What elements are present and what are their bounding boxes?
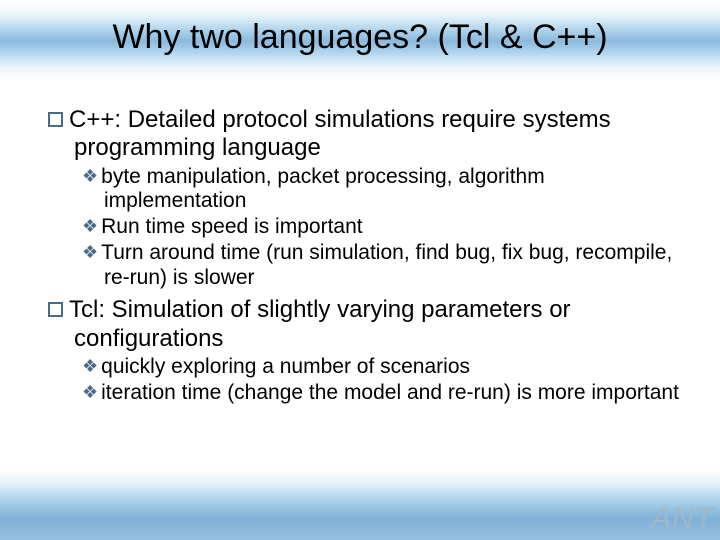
slide-body: C++: Detailed protocol simulations requi…: [48, 100, 680, 406]
bullet-text: quickly exploring a number of scenarios: [101, 355, 470, 378]
bullet-text: byte manipulation, packet processing, al…: [101, 165, 545, 213]
bullet-level1: Tcl: Simulation of slightly varying para…: [48, 296, 680, 353]
diamond-bullet-icon: ❖: [82, 166, 98, 186]
bullet-level2: ❖quickly exploring a number of scenarios: [82, 355, 680, 380]
diamond-bullet-icon: ❖: [82, 356, 98, 376]
slide-title: Why two languages? (Tcl & C++): [0, 18, 720, 57]
bullet-text: Run time speed is important: [101, 215, 362, 238]
bullet-text: Turn around time (run simulation, find b…: [101, 241, 672, 289]
bullet-level2: ❖Run time speed is important: [82, 215, 680, 240]
diamond-bullet-icon: ❖: [82, 382, 98, 402]
bullet-level1: C++: Detailed protocol simulations requi…: [48, 106, 680, 163]
bullet-level2: ❖iteration time (change the model and re…: [82, 381, 680, 406]
bullet-text: Tcl: Simulation of slightly varying para…: [69, 296, 571, 351]
diamond-bullet-icon: ❖: [82, 216, 98, 236]
diamond-bullet-icon: ❖: [82, 242, 98, 262]
footer-gradient-band: [0, 470, 720, 540]
bullet-text: C++: Detailed protocol simulations requi…: [69, 106, 611, 161]
logo-text: ANT: [651, 502, 714, 536]
bullet-level2: ❖Turn around time (run simulation, find …: [82, 241, 680, 291]
bullet-text: iteration time (change the model and re-…: [101, 381, 679, 404]
square-bullet-icon: [48, 112, 63, 127]
bullet-level2: ❖byte manipulation, packet processing, a…: [82, 165, 680, 215]
square-bullet-icon: [48, 302, 63, 317]
